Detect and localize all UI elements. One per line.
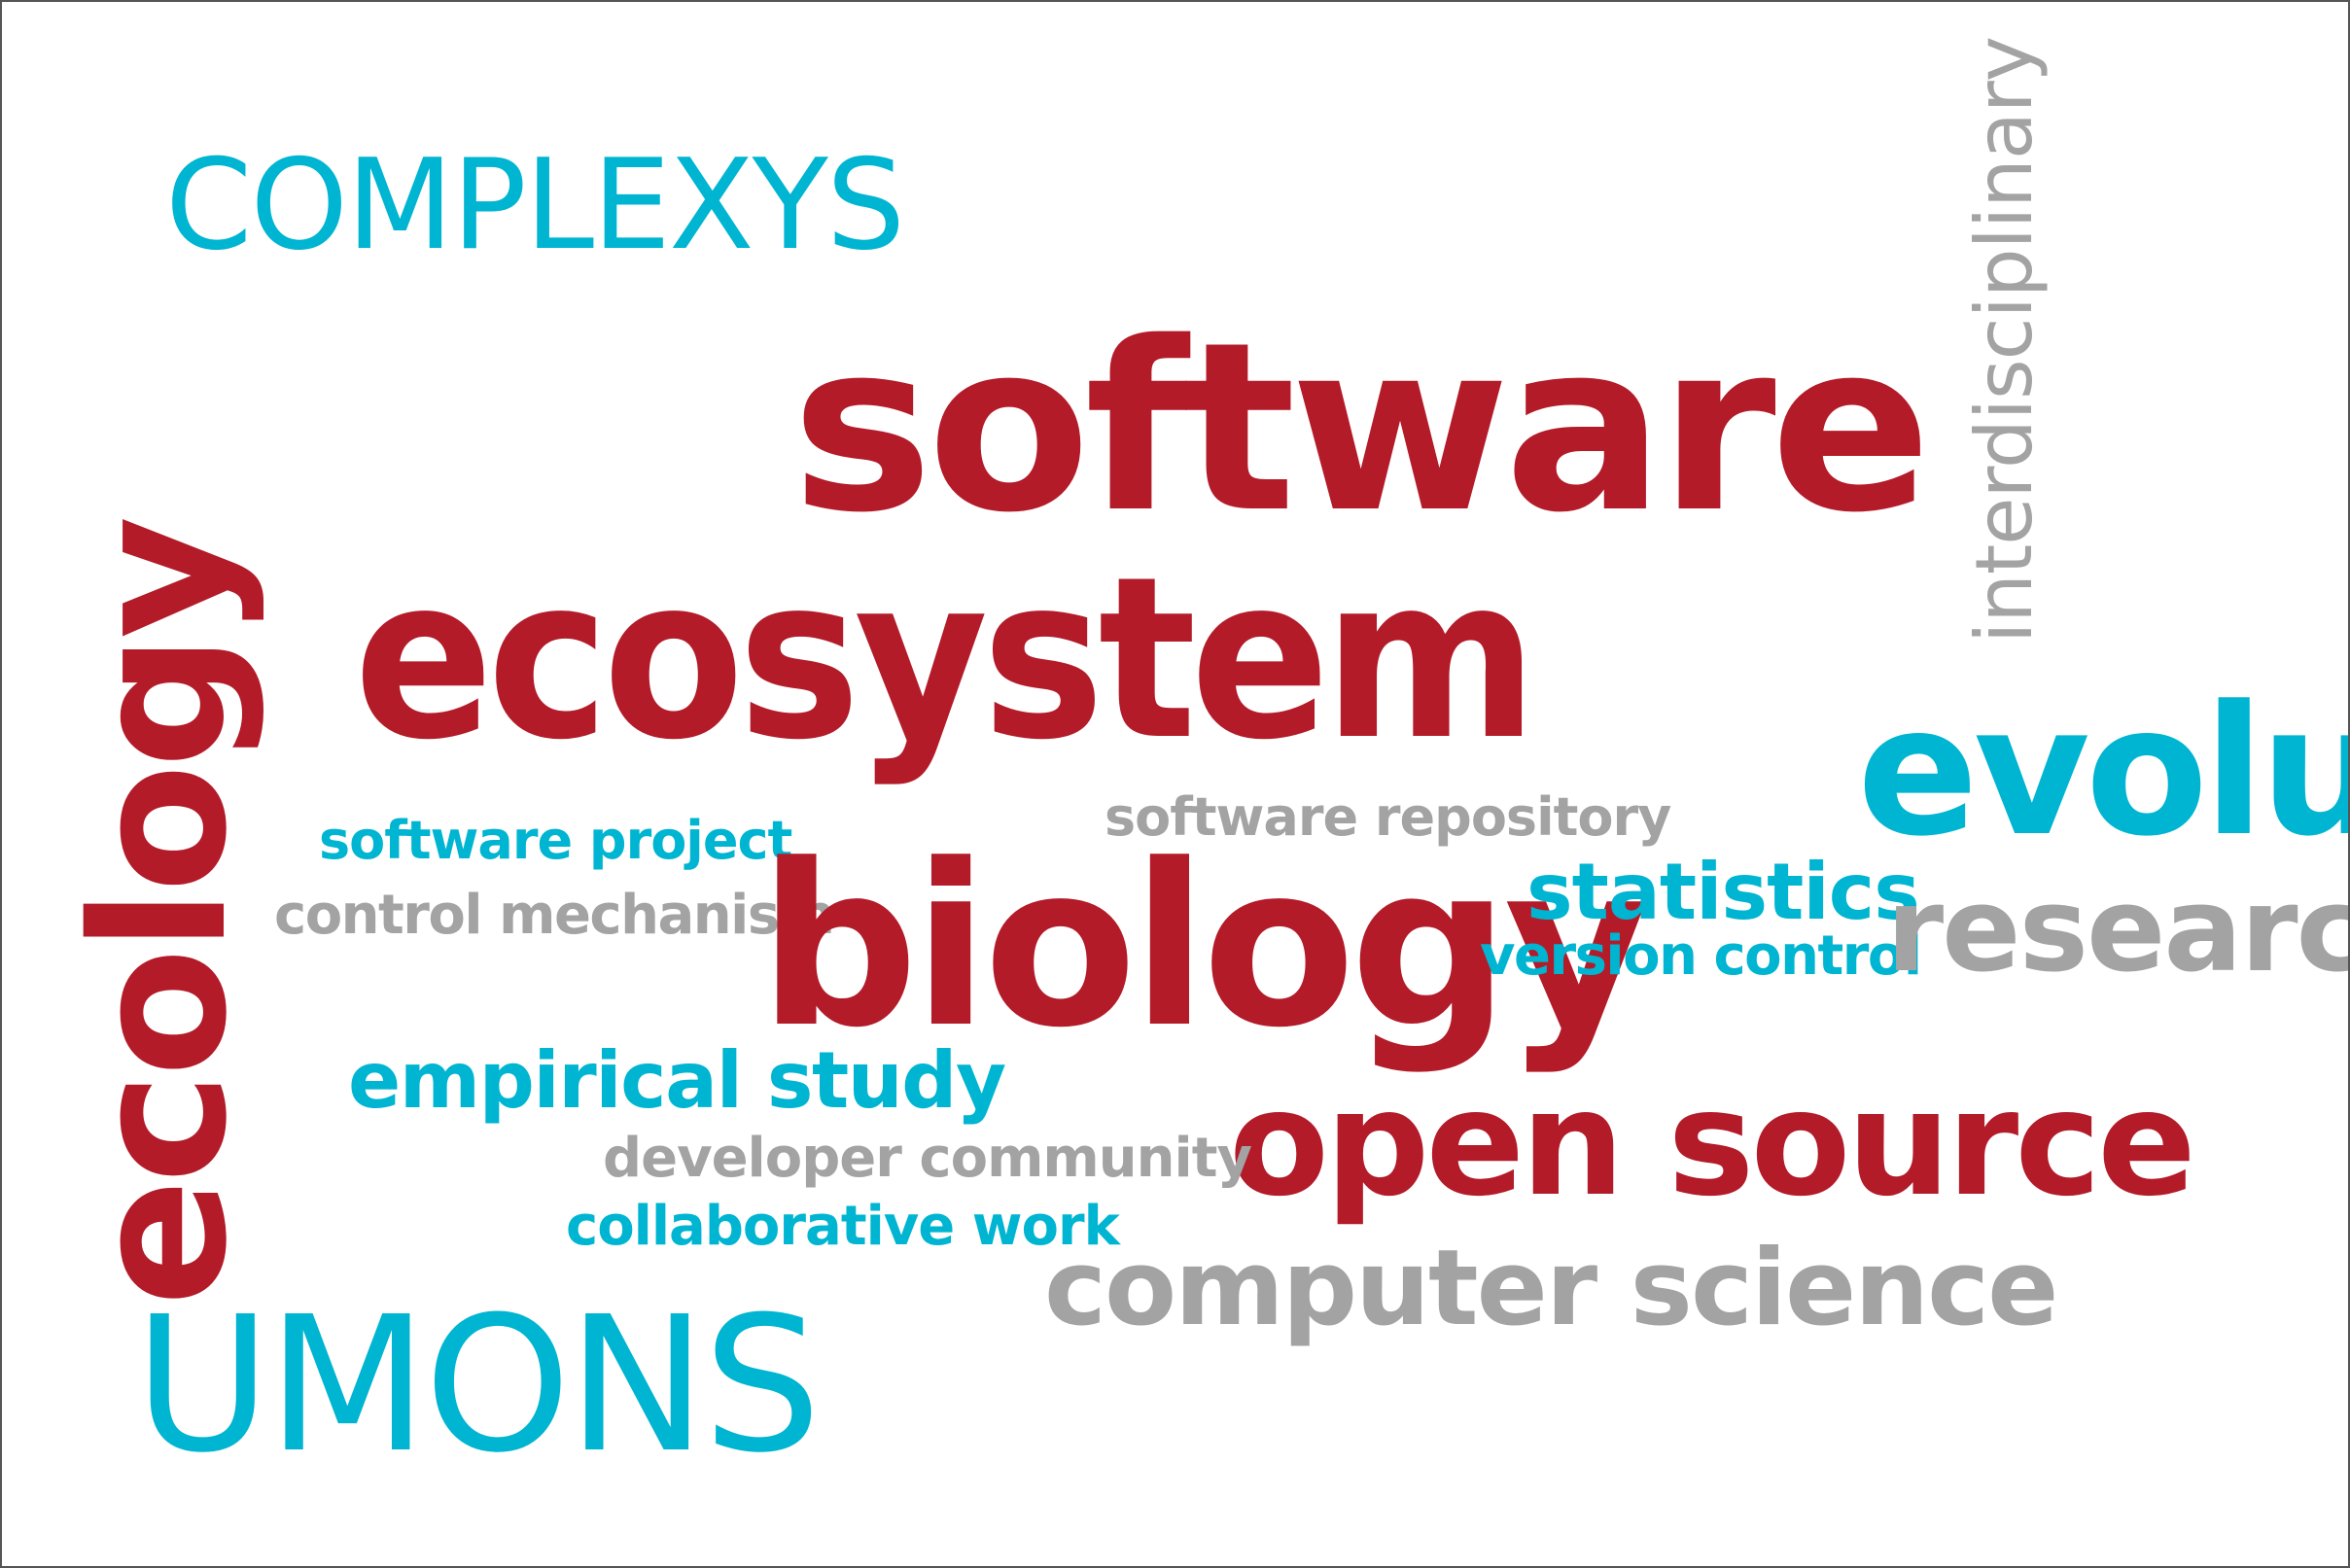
word-computer-science: computer science [1044, 1228, 2058, 1349]
word-ecosystem: ecosystem [354, 530, 1538, 789]
word-complexys: COMPLEXYS [165, 133, 905, 278]
word-version-control: version control [1480, 924, 1922, 988]
word-software-repository: software repository [1105, 786, 1671, 848]
word-software-project: software project [319, 810, 792, 871]
word-evolution: evolu [1857, 668, 2350, 876]
word-empirical-study: empirical study [348, 1035, 1006, 1126]
word-ecology: ecology [53, 520, 267, 1307]
word-developer-community: developer community [603, 1127, 1252, 1190]
word-statistics: statistics [1526, 847, 1920, 937]
word-open-source: open source [1229, 1060, 2196, 1229]
word-collaborative-work: collaborative work [566, 1195, 1120, 1258]
word-umons: UMONS [134, 1277, 822, 1494]
word-interdisciplinary: interdisciplinary [1959, 36, 2050, 644]
word-research: research [1886, 863, 2348, 998]
word-biology: biology [758, 818, 1650, 1077]
word-software: software [791, 292, 1932, 564]
word-control-mechanism: control mechanism [274, 884, 835, 947]
